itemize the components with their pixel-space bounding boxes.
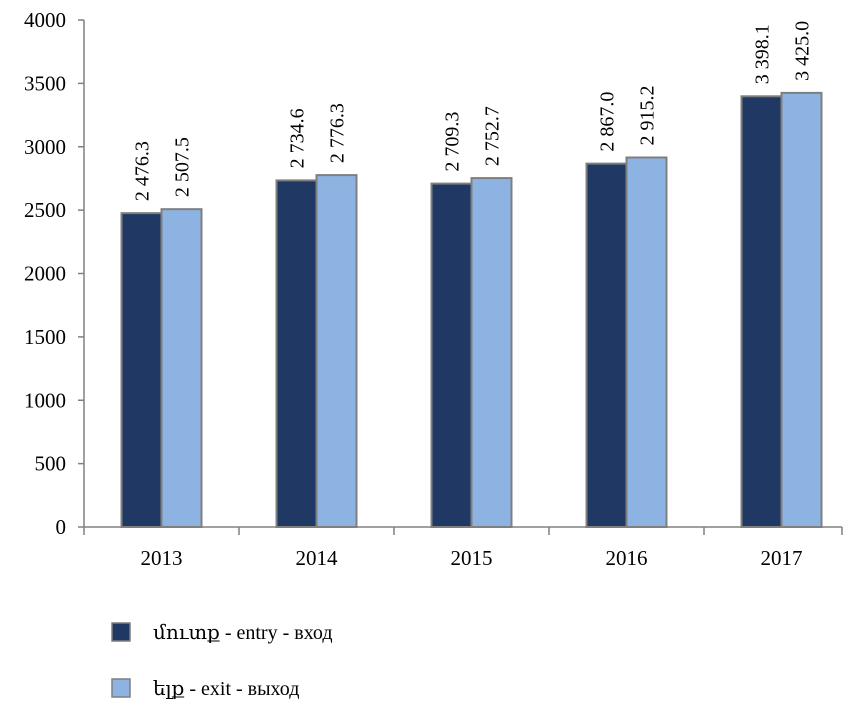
bars <box>120 91 823 529</box>
bar <box>160 208 203 528</box>
bar <box>315 174 358 528</box>
y-tick-label: 4000 <box>24 8 66 32</box>
data-label: 2 507.5 <box>172 137 194 197</box>
y-tick-label: 1500 <box>24 325 66 349</box>
bar <box>740 95 783 528</box>
bar <box>120 212 163 528</box>
bar <box>275 179 318 529</box>
bar <box>470 177 513 528</box>
legend-label: մուտք - entry - вход <box>153 622 333 644</box>
data-label: 2 776.3 <box>327 103 349 163</box>
data-label: 2 476.3 <box>131 141 153 201</box>
x-tick-label: 2016 <box>606 546 648 570</box>
data-label: 2 734.6 <box>287 108 309 168</box>
data-label: 2 915.2 <box>637 85 659 145</box>
y-tick-label: 2500 <box>24 198 66 222</box>
x-tick-label: 2017 <box>761 546 803 570</box>
x-axis: 2013 2014 2015 2016 2017 <box>83 526 843 570</box>
y-tick-label: 3500 <box>24 71 66 95</box>
data-labels: 2 476.3 2 507.5 2 734.6 2 776.3 2 709.3 2 752… <box>131 21 813 201</box>
data-label: 2 709.3 <box>442 112 464 172</box>
y-tick-label: 2000 <box>24 262 66 286</box>
y-tick-label: 0 <box>56 515 67 539</box>
data-label: 2 867.0 <box>597 92 619 152</box>
legend-label: ելք - exit - выход <box>153 678 299 700</box>
y-axis: 0 500 1000 1500 2000 2500 3000 3500 4000 <box>24 8 85 539</box>
bar <box>780 91 823 528</box>
y-tick-label: 500 <box>35 452 67 476</box>
bar <box>430 182 473 528</box>
bar <box>585 162 628 528</box>
bar <box>625 156 668 528</box>
y-tick-label: 3000 <box>24 135 66 159</box>
data-label: 3 425.0 <box>792 21 814 81</box>
x-tick-label: 2014 <box>296 546 339 570</box>
x-tick-label: 2013 <box>141 546 183 570</box>
x-tick-label: 2015 <box>451 546 493 570</box>
legend-swatch <box>111 622 131 642</box>
data-label: 3 398.1 <box>752 24 774 84</box>
y-tick-label: 1000 <box>24 388 66 412</box>
data-label: 2 752.7 <box>482 106 504 166</box>
legend: մուտք - entry - вход ելք - exit - выход <box>111 622 333 700</box>
legend-swatch <box>111 678 131 698</box>
